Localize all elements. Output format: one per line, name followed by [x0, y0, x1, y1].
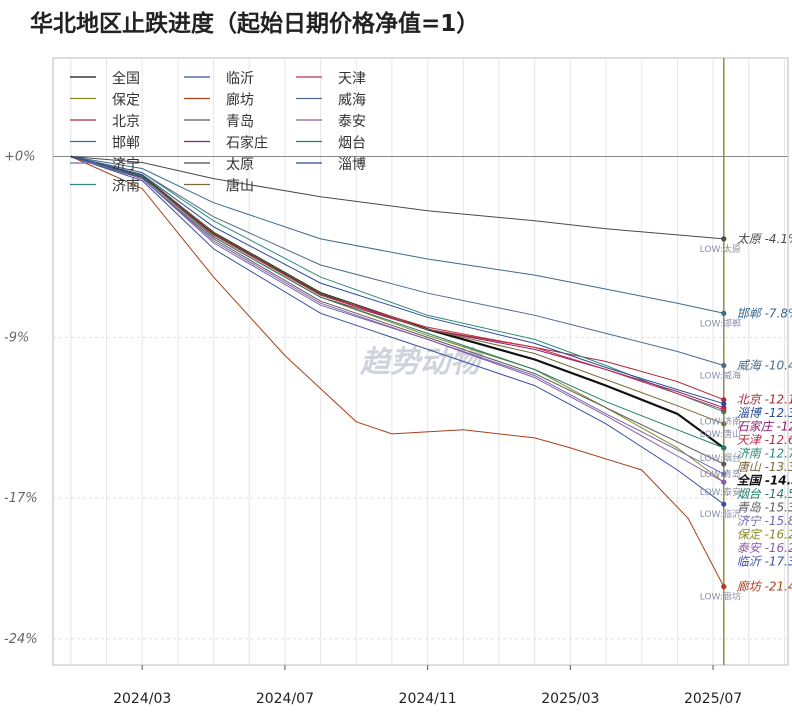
series-end-point [721, 421, 727, 427]
series-end-point [721, 445, 727, 451]
legend-entry: 廊坊 [226, 92, 254, 109]
low-label: LOW:邯郸 [700, 317, 741, 329]
series-end-point [721, 407, 727, 413]
series-end-label: 全国 -14.5% [737, 474, 792, 488]
x-tick-label: 2025/07 [684, 691, 742, 707]
axes: +0% -9% -17% -24% 2024/03 2024/07 2024/11 2025/… [4, 149, 742, 707]
legend-entry: 淄博 [338, 156, 366, 173]
legend-entry: 石家庄 [226, 135, 268, 152]
series-end-label: 廊坊 -21.4% [737, 580, 792, 594]
legend-entry: 天津 [338, 71, 366, 87]
legend-entry: 太原 [226, 157, 254, 173]
y-tick-label: -24% [4, 632, 38, 647]
series-end-point [721, 310, 727, 316]
legend-entry: 临沂 [226, 71, 254, 87]
x-tick-label: 2025/03 [541, 691, 599, 707]
series-end-label: 济宁 -15.8% [737, 514, 792, 528]
legend-entry: 唐山 [226, 178, 254, 195]
series-end-point [721, 401, 727, 407]
series-end-label: 唐山 -13.3% [737, 460, 792, 474]
series-line [70, 156, 725, 587]
series-end-label: 北京 -12.1% [737, 393, 792, 407]
series-line [70, 156, 724, 240]
legend-entry: 全国 [112, 70, 140, 87]
low-label: LOW:威海 [700, 370, 741, 382]
legend-entry: 保定 [112, 93, 140, 109]
series-end-label: 威海 -10.4% [737, 359, 792, 373]
legend-entry: 青岛 [226, 114, 254, 130]
legend-entry: 北京 [112, 114, 140, 130]
low-label: LOW:太原 [700, 243, 741, 255]
series-end-label: 济南 -12.7% [737, 447, 792, 461]
y-tick-label: -9% [4, 330, 29, 345]
x-tick-label: 2024/03 [113, 691, 171, 707]
series-end-label: 淄博 -12.3% [737, 406, 792, 420]
series-line [70, 156, 725, 483]
series-end-point [721, 461, 727, 467]
watermark: 趋势动物 [359, 345, 485, 380]
series-end-label: 烟台 -14.5% [737, 487, 792, 501]
series-end-point [721, 236, 727, 242]
low-label: LOW:青岛 [700, 468, 741, 480]
series-end-label: 青岛 -15.3% [737, 501, 792, 515]
x-tick-label: 2024/11 [399, 691, 457, 707]
y-tick-label: -17% [4, 491, 38, 506]
low-label: LOW:烟台 [700, 452, 741, 464]
series-line [70, 156, 725, 505]
series-line [70, 156, 724, 405]
plot-area [52, 57, 789, 666]
series-end-point [721, 397, 727, 403]
low-label: LOW:济南 [700, 416, 741, 428]
legend-entry: 泰安 [338, 114, 366, 130]
series-line [70, 156, 724, 449]
series-end-label: 太原 -4.1% [737, 232, 792, 246]
low-label: LOW:泰安 [700, 486, 741, 498]
legend-entry: 济宁 [112, 156, 140, 173]
series-end-point [721, 362, 727, 369]
series-line [70, 156, 724, 366]
series-end-label: 保定 -16.2% [737, 528, 792, 542]
low-label: LOW:唐山 [700, 428, 741, 440]
series-line [70, 156, 724, 314]
legend-entry: 邯郸 [112, 136, 140, 152]
series-end-label: 天津 -12.6% [737, 433, 792, 447]
series-end-point [721, 501, 727, 507]
end-labels: 太原 -4.1% 邯郸 -7.8% 威海 -10.4% 北京 -12.1%淄博 -12… [700, 232, 792, 603]
series-line [70, 156, 724, 411]
x-tick-label: 2024/07 [256, 691, 314, 707]
low-label: LOW:临沂 [700, 508, 741, 520]
series-end-label: 临沂 -17.3% [737, 555, 792, 569]
legend-entry: 威海 [338, 93, 366, 109]
series-lines [70, 155, 727, 590]
series-end-point [721, 471, 727, 477]
series-end-label: 泰安 -16.2% [737, 541, 792, 555]
series-end-label: 邯郸 -7.8% [737, 306, 792, 320]
legend-entry: 烟台 [338, 136, 366, 152]
chart-title: 华北地区止跌进度（起始日期价格净值=1） [30, 11, 480, 37]
series-line [70, 156, 724, 425]
low-label: LOW:廊坊 [700, 591, 741, 603]
series-end-point [721, 479, 727, 485]
series-line [70, 156, 725, 465]
series-end-point [721, 584, 727, 590]
series-end-label: 石家庄 -12.5% [737, 420, 792, 434]
y-tick-label: +0% [4, 149, 36, 164]
legend-entry: 济南 [112, 179, 140, 195]
